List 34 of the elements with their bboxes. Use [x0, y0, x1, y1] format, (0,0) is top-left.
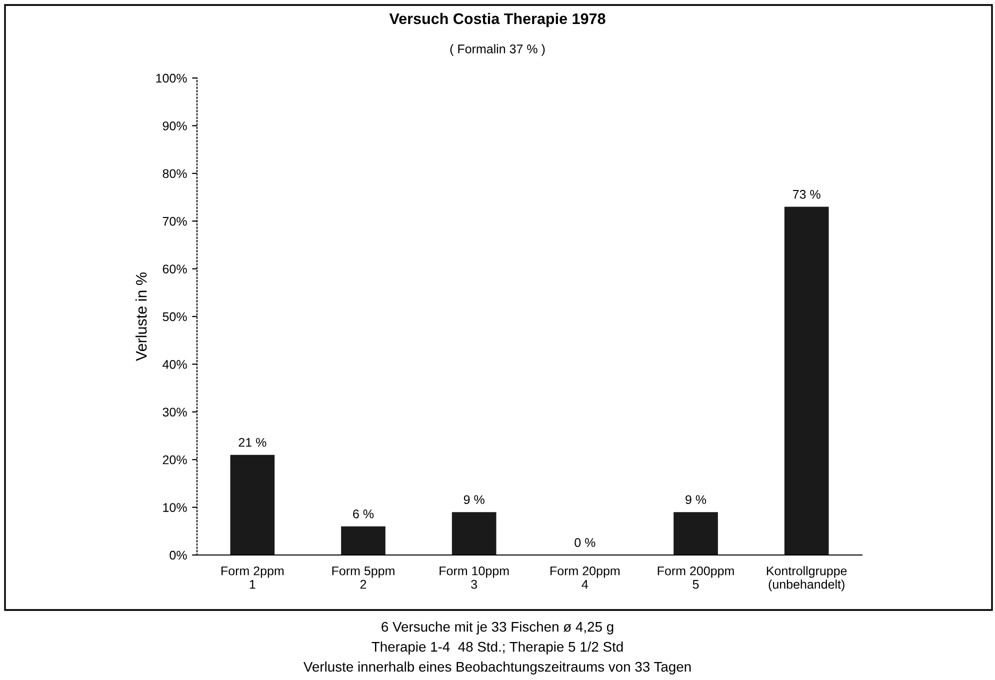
chart-subtitle: ( Formalin 37 % ): [450, 44, 545, 56]
bar: [784, 206, 829, 555]
y-tick-label: 30%: [162, 408, 187, 417]
y-tick-label: 0%: [170, 550, 187, 560]
y-axis-title: Verluste in %: [136, 272, 147, 362]
text: 6 Versuche mit je 33 Fischen ø 4,25 g: [382, 622, 614, 634]
x-tick-label: Form 200ppm 5: [658, 566, 734, 589]
y-tick-label: 90%: [162, 122, 187, 130]
text: Verluste innerhalb eines Beobachtungszeitraums von 33 Tagen: [304, 662, 691, 674]
y-tick-label: 20%: [162, 455, 187, 464]
y-tick-label: 100%: [156, 74, 187, 83]
bar: [230, 454, 275, 555]
y-tick-label: 60%: [162, 264, 187, 274]
bar: [674, 512, 718, 555]
data-label: 9 %: [686, 495, 706, 504]
data-label: 21 %: [238, 438, 266, 447]
bar: [341, 526, 386, 555]
data-label: 9 %: [464, 495, 484, 504]
text: Therapie 1-4 48 Std.; Therapie 5 1/2 Std: [372, 642, 623, 654]
x-tick-label: Form 5ppm 2: [332, 566, 394, 589]
bar: [452, 512, 496, 555]
y-tick-label: 40%: [162, 360, 187, 369]
x-tick-label: Kontrollgruppe (unbehandelt): [766, 566, 847, 592]
data-label: 0 %: [574, 538, 596, 547]
y-tick-label: 70%: [162, 216, 187, 226]
data-label: 6 %: [353, 510, 374, 518]
data-label: 73 %: [792, 190, 820, 199]
x-tick-label: Form 20ppm 4: [550, 566, 620, 589]
y-tick-label: 80%: [162, 169, 187, 178]
y-tick-label: 10%: [163, 503, 187, 512]
x-tick-label: Form 2ppm 1: [221, 566, 284, 589]
chart-title: Versuch Costia Therapie 1978: [389, 12, 606, 28]
x-tick-label: Form 10ppm 3: [440, 566, 509, 589]
y-tick-label: 50%: [162, 312, 187, 322]
